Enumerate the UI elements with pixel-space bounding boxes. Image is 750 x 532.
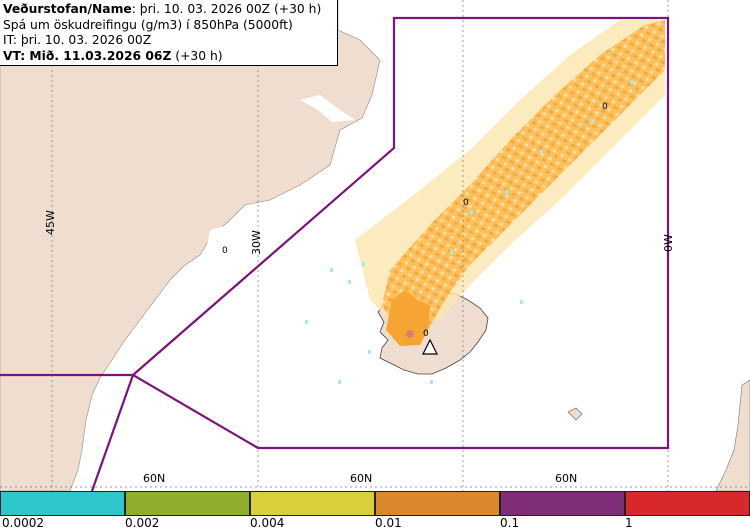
legend-tick-2: 0.002 xyxy=(125,516,160,530)
legend-swatch-2 xyxy=(125,491,250,516)
legend-swatch-4 xyxy=(375,491,500,516)
legend-tick-1: 0.0002 xyxy=(2,516,44,530)
legend-tick-4: 0.01 xyxy=(375,516,402,530)
legend-swatch-3 xyxy=(250,491,375,516)
ash-plume-medium xyxy=(382,20,665,335)
volcano-icon xyxy=(422,338,438,355)
source-mark xyxy=(406,330,414,338)
lon-label-30w: 30W xyxy=(250,230,263,255)
norway-coast xyxy=(715,379,750,492)
contour-mark-3: 0 xyxy=(222,246,228,256)
valid-offset: (+30 h) xyxy=(171,48,223,63)
legend-tick-3: 0.004 xyxy=(250,516,285,530)
info-line-1: Veðurstofan/Name: þri. 10. 03. 2026 00Z … xyxy=(3,2,337,18)
contour-mark-1: 0 xyxy=(602,102,608,112)
legend-swatch-1 xyxy=(0,491,125,516)
info-line-4: VT: Mið. 11.03.2026 06Z (+30 h) xyxy=(3,49,337,65)
info-line-3: IT: þri. 10. 03. 2026 00Z xyxy=(3,33,152,47)
info-line-2: Spá um öskudreifingu (g/m3) í 850hPa (50… xyxy=(3,17,293,32)
legend-swatch-6 xyxy=(625,491,750,516)
legend-tick-5: 0.1 xyxy=(500,516,520,530)
color-legend xyxy=(0,491,750,516)
forecast-info-box: Veðurstofan/Name: þri. 10. 03. 2026 00Z … xyxy=(0,0,338,66)
lat-label-1: 60N xyxy=(143,472,166,485)
valid-time: VT: Mið. 11.03.2026 06Z xyxy=(3,48,172,63)
greenland-landmass xyxy=(0,0,381,492)
island-speck xyxy=(567,407,583,421)
lat-label-2: 60N xyxy=(350,472,373,485)
airspace-boundary xyxy=(0,16,670,492)
ash-core xyxy=(386,290,430,346)
contour-mark-4: 0 xyxy=(423,329,429,339)
issuer-label: Veðurstofan/Name xyxy=(3,2,132,16)
legend-swatch-5 xyxy=(500,491,625,516)
greenland-inlet xyxy=(205,225,228,255)
greenland-fjord xyxy=(300,95,355,122)
legend-ticks: 0.0002 0.002 0.004 0.01 0.1 1 xyxy=(0,516,750,532)
issue-time: : þri. 10. 03. 2026 00Z (+30 h) xyxy=(131,2,322,16)
cyan-speckles xyxy=(305,80,633,384)
lon-label-45w: 45W xyxy=(44,210,57,235)
lat-label-3: 60N xyxy=(555,472,578,485)
lon-label-0w: 0W xyxy=(662,234,675,252)
legend-tick-6: 1 xyxy=(625,516,633,530)
contour-mark-2: 0 xyxy=(463,198,469,208)
